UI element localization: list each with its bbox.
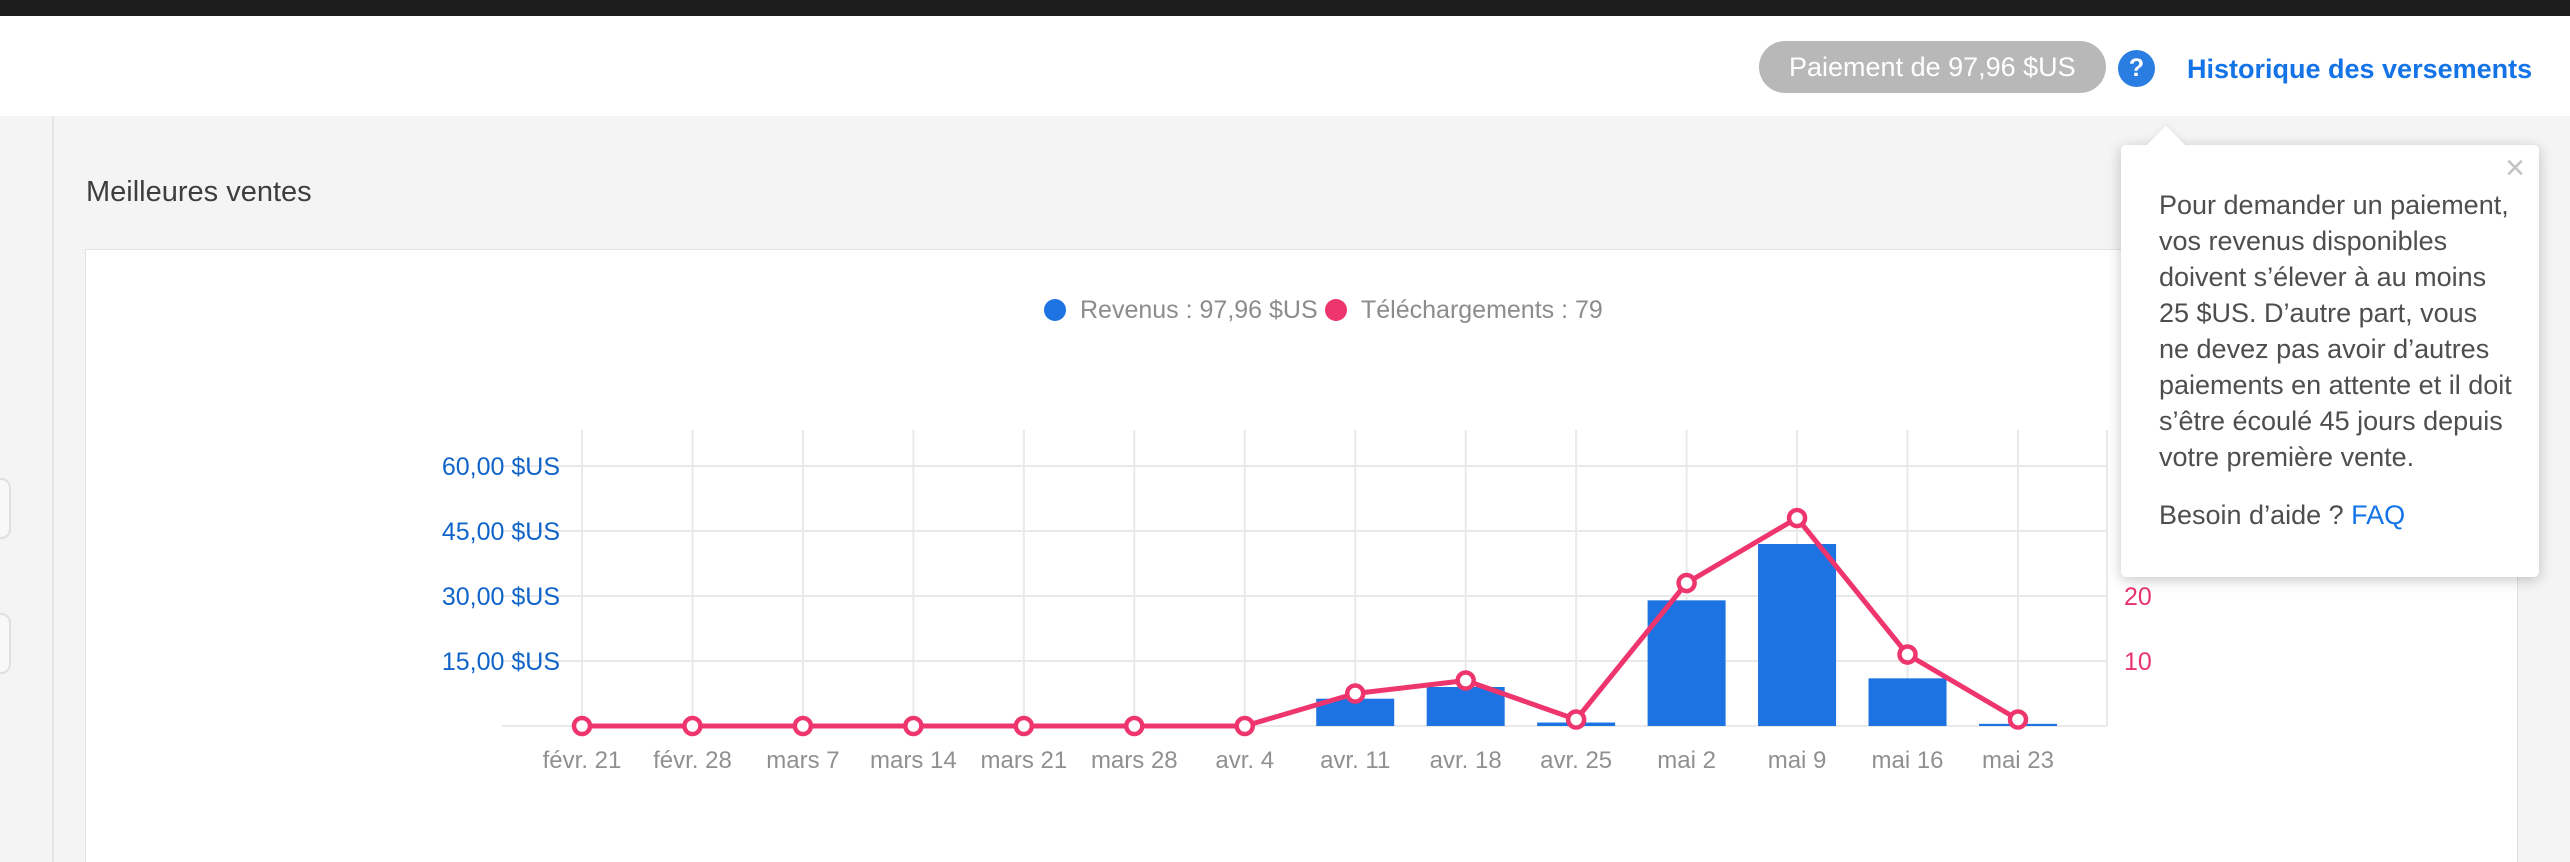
help-icon[interactable]: ? <box>2118 50 2155 87</box>
page-title: Meilleures ventes <box>86 176 312 208</box>
payment-info-popover: × Pour demander un paiement, vos revenus… <box>2121 125 2539 577</box>
revenue-legend-label: Revenus : 97,96 $US <box>1080 295 1318 324</box>
payout-history-link[interactable]: Historique des versements <box>2187 54 2533 84</box>
popover-text: Pour demander un paiement, vos revenus d… <box>2159 190 2512 472</box>
faq-link[interactable]: FAQ <box>2351 500 2406 530</box>
revenue-legend-dot-icon <box>1044 299 1066 321</box>
top-black-bar <box>0 0 2570 16</box>
downloads-legend-dot-icon <box>1325 299 1347 321</box>
downloads-legend-label: Téléchargements : 79 <box>1361 295 1603 324</box>
payment-button[interactable]: Paiement de 97,96 $US <box>1759 41 2106 93</box>
edge-nav-button-bottom[interactable] <box>0 613 11 674</box>
help-prompt: Besoin d’aide ? <box>2159 500 2344 530</box>
popover-help-line: Besoin d’aide ? FAQ <box>2159 497 2513 533</box>
page-header <box>0 16 2570 116</box>
question-mark-glyph: ? <box>2128 54 2145 82</box>
close-icon[interactable]: × <box>2505 149 2525 187</box>
legend-item-downloads[interactable]: Téléchargements : 79 <box>1325 295 1603 324</box>
edge-nav-button-top[interactable] <box>0 478 11 539</box>
left-rail-divider <box>52 116 54 862</box>
legend-item-revenue[interactable]: Revenus : 97,96 $US <box>1044 295 1318 324</box>
